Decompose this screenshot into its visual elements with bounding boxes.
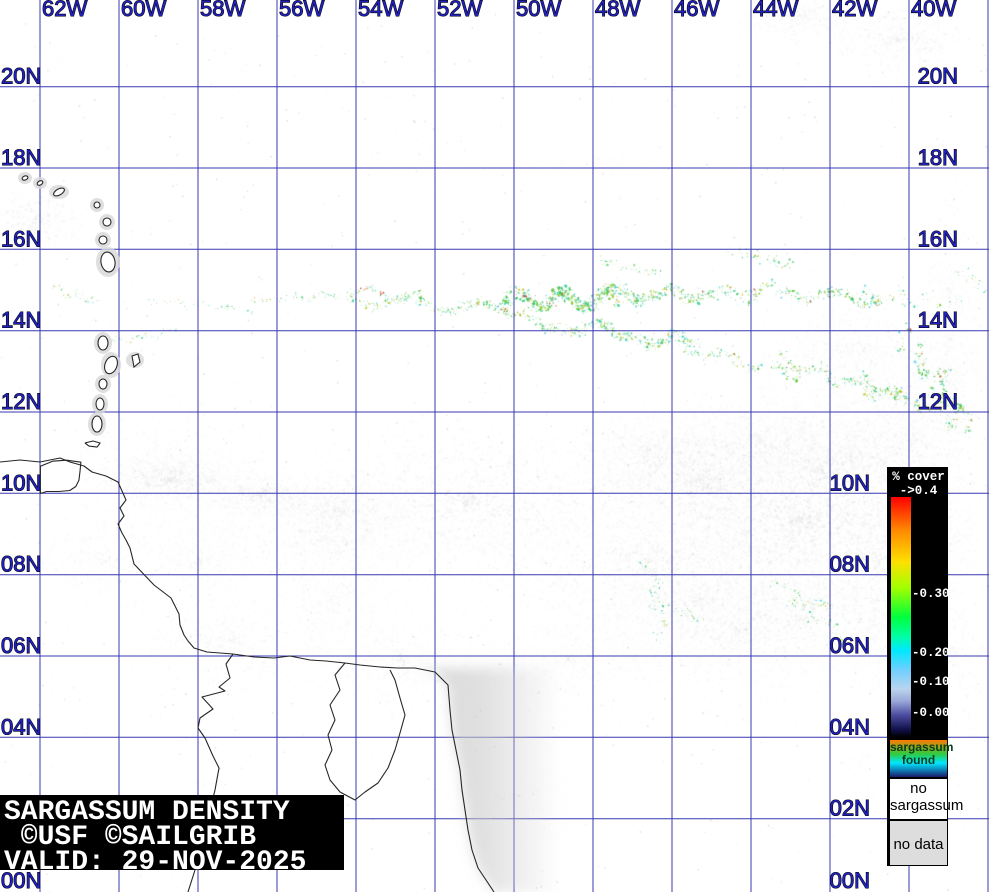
svg-text:54W: 54W [358,0,403,21]
svg-text:40W: 40W [911,0,956,21]
svg-text:12N: 12N [918,389,958,414]
svg-text:04N: 04N [1,714,41,739]
svg-text:08N: 08N [830,552,870,577]
svg-text:62W: 62W [42,0,87,21]
svg-text:00N: 00N [830,868,870,892]
svg-text:04N: 04N [830,714,870,739]
svg-text:46W: 46W [674,0,719,21]
svg-text:16N: 16N [918,226,958,251]
svg-text:52W: 52W [437,0,482,21]
svg-text:10N: 10N [1,470,41,495]
svg-text:06N: 06N [1,633,41,658]
svg-text:50W: 50W [516,0,561,21]
svg-text:16N: 16N [1,226,41,251]
svg-text:10N: 10N [830,470,870,495]
svg-text:44W: 44W [753,0,798,21]
svg-text:08N: 08N [1,552,41,577]
svg-text:14N: 14N [918,308,958,333]
svg-text:14N: 14N [1,308,41,333]
svg-text:58W: 58W [200,0,245,21]
svg-text:18N: 18N [1,145,41,170]
svg-text:12N: 12N [1,389,41,414]
svg-text:56W: 56W [279,0,324,21]
svg-text:18N: 18N [918,145,958,170]
svg-text:48W: 48W [595,0,640,21]
svg-text:20N: 20N [1,64,41,89]
svg-text:42W: 42W [832,0,877,21]
svg-text:60W: 60W [121,0,166,21]
svg-text:20N: 20N [918,64,958,89]
svg-text:02N: 02N [830,796,870,821]
svg-text:06N: 06N [830,633,870,658]
